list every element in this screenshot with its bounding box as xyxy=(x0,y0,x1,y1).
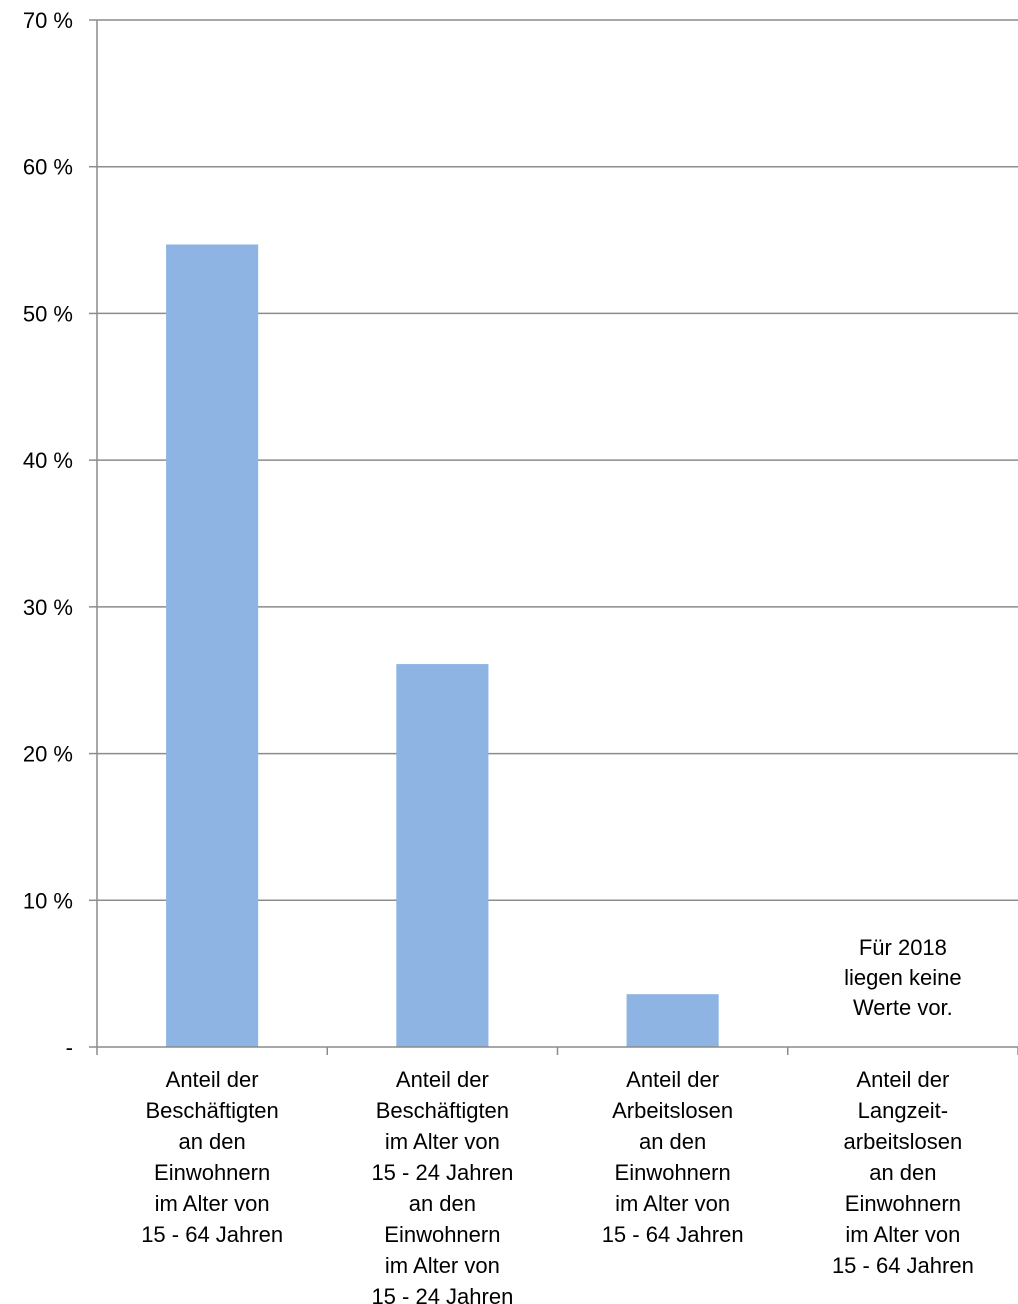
x-category-label-line: 15 - 24 Jahren xyxy=(371,1160,513,1185)
y-tick-label: 30 % xyxy=(23,595,73,620)
x-category-label-line: im Alter von xyxy=(845,1222,960,1247)
y-tick-label: 20 % xyxy=(23,742,73,767)
annotation: Für 2018 liegen keine Werte vor. xyxy=(844,935,961,1020)
x-category-label-line: im Alter von xyxy=(615,1191,730,1216)
y-tick-label: 50 % xyxy=(23,301,73,326)
x-category-label-line: Einwohnern xyxy=(845,1191,961,1216)
x-category-label-line: 15 - 64 Jahren xyxy=(832,1253,974,1278)
x-category-label-line: Einwohnern xyxy=(615,1160,731,1185)
bar xyxy=(396,664,489,1047)
x-category-label-line: im Alter von xyxy=(385,1253,500,1278)
x-category-label-line: Anteil der xyxy=(626,1067,719,1092)
x-category-label-line: 15 - 64 Jahren xyxy=(602,1222,744,1247)
x-category-label-line: Anteil der xyxy=(166,1067,259,1092)
bar xyxy=(626,994,719,1047)
x-category-labels: Anteil der Beschäftigten an den Einwohnern i… xyxy=(141,1067,974,1304)
x-category-label-line: Beschäftigten xyxy=(376,1098,509,1123)
x-category-label-line: 15 - 24 Jahren xyxy=(371,1284,513,1304)
no-data-note-line: liegen keine xyxy=(844,965,961,990)
y-tick-label: - xyxy=(66,1035,73,1060)
x-category-label-line: Anteil der xyxy=(396,1067,489,1092)
y-tick-label: 40 % xyxy=(23,448,73,473)
x-category-label-line: an den xyxy=(869,1160,936,1185)
axes xyxy=(96,20,1018,1055)
x-category-label-line: Langzeit- xyxy=(858,1098,949,1123)
x-category-label-line: Einwohnern xyxy=(154,1160,270,1185)
no-data-note-line: Werte vor. xyxy=(853,995,953,1020)
y-tick-label: 10 % xyxy=(23,888,73,913)
x-category-label-line: an den xyxy=(178,1129,245,1154)
x-category-label-line: Einwohnern xyxy=(384,1222,500,1247)
no-data-note-line: Für 2018 xyxy=(859,935,947,960)
x-category-label-line: 15 - 64 Jahren xyxy=(141,1222,283,1247)
x-category-label-line: im Alter von xyxy=(385,1129,500,1154)
x-category-label-line: an den xyxy=(409,1191,476,1216)
y-tick-labels: - 10 % 20 % 30 % 40 % 50 % 60 % 70 % xyxy=(23,8,73,1060)
x-category-label-line: Anteil der xyxy=(856,1067,949,1092)
x-category-label-line: arbeitslosen xyxy=(844,1129,963,1154)
bars xyxy=(166,244,719,1048)
y-tick-label: 60 % xyxy=(23,155,73,180)
y-tick-label: 70 % xyxy=(23,8,73,33)
x-category-label-line: Beschäftigten xyxy=(145,1098,278,1123)
x-category-label-line: an den xyxy=(639,1129,706,1154)
x-category-label-line: im Alter von xyxy=(155,1191,270,1216)
bar xyxy=(166,244,259,1048)
x-category-label-line: Arbeitslosen xyxy=(612,1098,733,1123)
